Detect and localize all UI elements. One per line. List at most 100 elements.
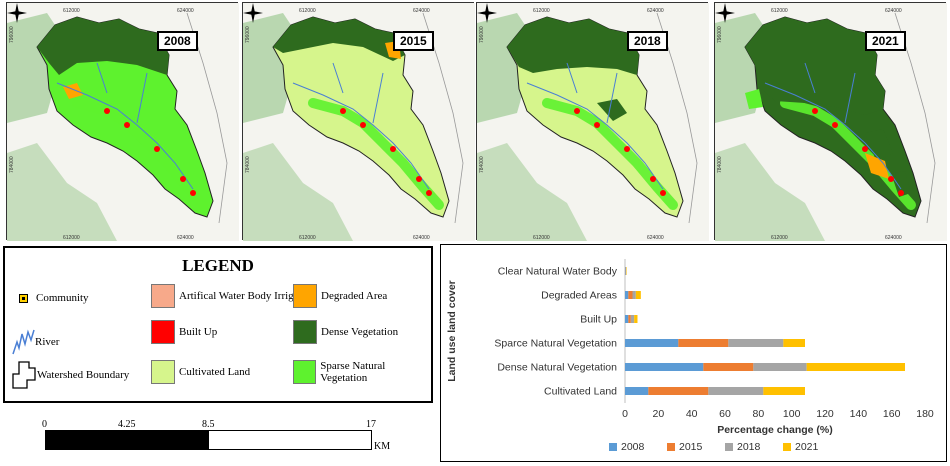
north-arrow-icon [7, 3, 27, 23]
y-axis-label: Land use land cover [446, 280, 458, 382]
bar-segment [625, 387, 648, 395]
x-tick-label: 160 [883, 408, 901, 420]
coordinate-label: 612000 [299, 8, 316, 14]
coordinate-label: 612000 [771, 235, 788, 241]
built-up-patch [812, 108, 818, 114]
bar-segment [625, 363, 703, 371]
x-tick-label: 100 [783, 408, 801, 420]
legend-entry: 2021 [795, 441, 819, 453]
degraded-area-swatch [293, 284, 317, 308]
coordinate-label: 612000 [771, 8, 788, 14]
legend-item-river: River [11, 328, 59, 356]
legend-label: Watershed Boundary [37, 369, 129, 381]
legend-item-built-up: Built Up [151, 320, 217, 344]
bar-segment [708, 387, 763, 395]
map-year-label: 2008 [157, 31, 198, 51]
built-up-patch [104, 108, 110, 114]
legend-label: Dense Vegetation [321, 326, 398, 338]
x-tick-label: 20 [652, 408, 664, 420]
bar-segment [636, 291, 641, 299]
legend-swatch [609, 443, 617, 451]
coordinate-label: 624000 [177, 8, 194, 14]
category-label: Dense Natural Vegetation [497, 362, 617, 374]
coordinate-label: 796000 [9, 26, 15, 43]
coordinate-label: 612000 [299, 235, 316, 241]
scale-bar [45, 430, 372, 450]
coordinate-label: 784000 [245, 156, 251, 173]
legend-item-cultivated: Cultivated Land [151, 360, 250, 384]
built-up-patch [124, 122, 130, 128]
legend-swatch [725, 443, 733, 451]
built-up-patch [594, 122, 600, 128]
bar-segment [626, 267, 627, 275]
map-legend: LEGEND Community River Watershed Boundar… [3, 246, 433, 403]
category-label: Cultivated Land [544, 386, 617, 398]
bar-segment [648, 387, 708, 395]
bar-segment [678, 339, 728, 347]
bar-segment [633, 291, 636, 299]
coordinate-label: 624000 [413, 235, 430, 241]
scale-tick: 4.25 [118, 419, 136, 430]
river-icon [11, 328, 35, 356]
bar-segment [703, 363, 753, 371]
north-arrow-icon [243, 3, 263, 23]
bar-segment [625, 267, 626, 275]
legend-label: Built Up [179, 326, 217, 338]
coordinate-label: 784000 [9, 156, 15, 173]
coordinate-label: 784000 [479, 156, 485, 173]
built-up-patch [888, 176, 894, 182]
built-up-patch [862, 146, 868, 152]
bar-segment [634, 315, 637, 323]
bar-segment [625, 339, 678, 347]
legend-item-artificial-water: Artifical Water Body Irrigation [151, 284, 316, 308]
coordinate-label: 624000 [647, 235, 664, 241]
artificial-water-swatch [151, 284, 175, 308]
map-year-label: 2021 [865, 31, 906, 51]
x-tick-label: 80 [752, 408, 764, 420]
x-axis-label: Percentage change (%) [717, 424, 833, 436]
coordinate-label: 624000 [885, 8, 902, 14]
built-up-patch [426, 190, 432, 196]
legend-item-sparse: Sparse Natural Vegetation [293, 360, 431, 384]
bar-segment [807, 363, 905, 371]
bar-segment [763, 387, 805, 395]
scale-tick: 17 [366, 419, 376, 430]
category-label: Degraded Areas [541, 290, 617, 302]
coordinate-label: 796000 [245, 26, 251, 43]
legend-label: Sparse Natural Vegetation [320, 360, 431, 384]
bar-segment [631, 315, 634, 323]
x-tick-label: 120 [816, 408, 834, 420]
legend-entry: 2008 [621, 441, 645, 453]
legend-label: Community [36, 292, 89, 304]
scale-unit: KM [374, 441, 390, 452]
coordinate-label: 612000 [63, 8, 80, 14]
bar-segment [628, 315, 631, 323]
north-arrow-icon [477, 3, 497, 23]
dense-vegetation-swatch [293, 320, 317, 344]
bar-segment [783, 339, 805, 347]
built-up-patch [190, 190, 196, 196]
coordinate-label: 624000 [885, 235, 902, 241]
built-up-patch [416, 176, 422, 182]
legend-label: River [35, 336, 59, 348]
bar-segment [628, 291, 632, 299]
coordinate-label: 796000 [479, 26, 485, 43]
built-up-patch [574, 108, 580, 114]
legend-label: Degraded Area [321, 290, 387, 302]
built-up-patch [180, 176, 186, 182]
watershed-boundary-icon [9, 360, 37, 390]
x-tick-label: 140 [850, 408, 868, 420]
coordinate-label: 624000 [177, 235, 194, 241]
legend-item-community: Community [19, 292, 89, 304]
north-arrow-icon [715, 3, 735, 23]
map-year-label: 2018 [627, 31, 668, 51]
x-tick-label: 180 [916, 408, 934, 420]
built-up-patch [832, 122, 838, 128]
coordinate-label: 796000 [717, 26, 723, 43]
bar-segment [728, 339, 783, 347]
